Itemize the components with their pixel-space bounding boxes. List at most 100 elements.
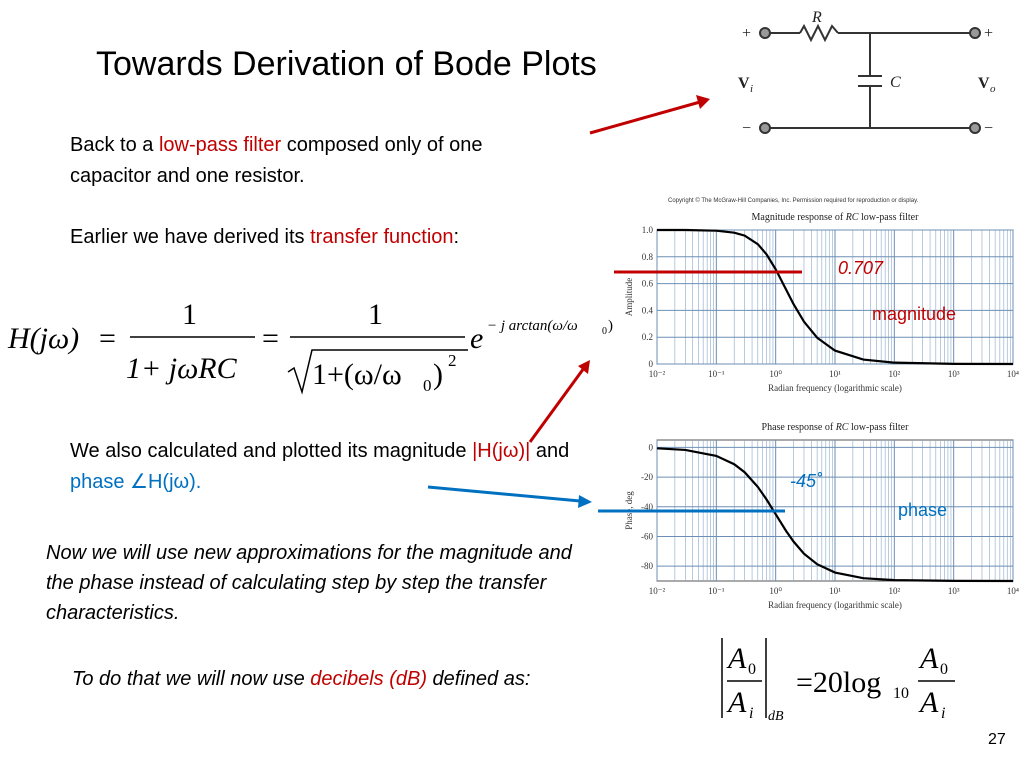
y-tick-label: 0.8	[642, 252, 654, 262]
x-tick-label: 10⁻²	[649, 586, 666, 596]
copyright: Copyright © The McGraw-Hill Companies, I…	[668, 197, 919, 204]
circuit-label: o	[990, 83, 996, 95]
plot-title: Magnitude response of RC low-pass filter	[752, 212, 920, 223]
transfer-equation: H(jω) = 1 1+ jωRC = 1 1+(ω/ω 0 ) 2 e − j…	[7, 298, 613, 395]
curve	[656, 447, 1014, 583]
terminal	[759, 122, 771, 134]
circuit-label: V	[978, 75, 990, 92]
equation-part: − j arctan(ω/ω	[487, 318, 578, 334]
highlight: phase ∠H(jω).	[70, 471, 202, 493]
equation-part: 0	[423, 376, 432, 395]
equation-part: A	[726, 686, 747, 719]
circuit-label: i	[750, 83, 753, 95]
equation-part: 0	[602, 326, 607, 337]
x-tick-label: 10²	[888, 369, 900, 379]
slide-title: Towards Derivation of Bode Plots	[96, 45, 597, 83]
text: Earlier we have derived its	[70, 226, 311, 248]
text: Back to a	[70, 134, 159, 156]
equation-part: =20log	[796, 666, 881, 699]
arrow-head	[578, 360, 590, 374]
annotation: 0.707	[838, 258, 884, 278]
sqrt-sign	[287, 349, 468, 395]
x-tick-label: 10⁰	[769, 369, 782, 379]
highlight: low-pass filter	[158, 134, 282, 156]
db-equation: A 0 A i dB =20log 10 A 0 A i	[721, 638, 955, 724]
circuit-label: V	[738, 75, 750, 92]
circuit-label: C	[890, 74, 901, 91]
equation-part: e	[470, 322, 483, 355]
annotation: -45˚	[790, 471, 823, 491]
highlight: transfer function	[310, 226, 454, 248]
circuit-label: −	[742, 120, 751, 137]
equation-part: 1	[182, 298, 197, 331]
arrow	[427, 485, 581, 503]
also-text: We also calculated and plotted its magni…	[70, 436, 585, 498]
page-number: 27	[988, 731, 1006, 748]
equation-part: H(jω)	[7, 322, 79, 355]
y-axis-label: Amplitude	[624, 278, 634, 317]
x-axis-label: Radian frequency (logarithmic scale)	[768, 600, 902, 610]
highlight: |H(jω)|	[472, 440, 531, 462]
arrow-head	[696, 95, 710, 109]
title-part: RC	[845, 212, 859, 223]
highlight: decibels (dB)	[310, 668, 427, 690]
equation-part: 1	[368, 298, 383, 331]
title-part: Phase response of	[762, 422, 836, 433]
intro-text: Back to a low-pass filter composed only …	[70, 130, 560, 192]
text: To do that we will now use	[72, 668, 311, 690]
y-tick-label: 0	[649, 359, 654, 369]
title-part: Magnitude response of	[752, 212, 846, 223]
arrow	[528, 367, 586, 443]
arrow	[589, 100, 701, 135]
x-tick-label: 10⁴	[1007, 369, 1019, 379]
circuit	[759, 23, 981, 134]
annotation: magnitude	[872, 304, 956, 324]
y-tick-label: 0.2	[642, 332, 653, 342]
y-tick-label: 0	[649, 442, 654, 452]
plot-title: Phase response of RC low-pass filter	[762, 422, 910, 433]
x-tick-label: 10⁴	[1007, 586, 1019, 596]
equation-part: A	[726, 642, 747, 675]
resistor	[799, 23, 839, 43]
equation-part: 1+ jωRC	[126, 352, 238, 385]
annotation: phase	[898, 500, 947, 520]
circuit-label: −	[984, 120, 993, 137]
equation-part: 10	[893, 685, 909, 702]
x-tick-label: 10⁰	[769, 586, 782, 596]
equation-part: 1+(ω/ω	[312, 358, 402, 391]
equation-part: )	[433, 358, 443, 391]
magnitude-plot: Magnitude response of RC low-pass filter…	[624, 212, 1019, 393]
circuit-label: +	[984, 25, 993, 42]
decibels-text: To do that we will now use decibels (dB)…	[72, 664, 530, 695]
equation-part: i	[941, 705, 945, 722]
y-tick-label: -20	[641, 472, 653, 482]
y-tick-label: -80	[641, 561, 653, 571]
y-tick-label: 0.4	[642, 305, 654, 315]
x-tick-label: 10³	[948, 369, 960, 379]
title-part: low-pass filter	[858, 212, 919, 223]
x-axis-label: Radian frequency (logarithmic scale)	[768, 383, 902, 393]
curve	[657, 228, 1014, 366]
text: We also calculated and plotted its magni…	[70, 440, 473, 462]
terminal	[759, 27, 771, 39]
equation-part: 2	[448, 351, 457, 370]
circuit-label: R	[811, 9, 822, 26]
arrow-head	[578, 495, 592, 508]
text: :	[453, 226, 460, 248]
y-tick-label: -60	[641, 531, 653, 541]
x-tick-label: 10³	[948, 586, 960, 596]
equation-part: =	[262, 322, 279, 355]
text: composed only of one capacitor and one r…	[70, 134, 483, 187]
equation-part: A	[918, 642, 939, 675]
text: and	[530, 440, 570, 462]
x-tick-label: 10⁻¹	[708, 586, 725, 596]
equation-part: i	[749, 705, 753, 722]
x-tick-label: 10²	[888, 586, 900, 596]
y-tick-label: -40	[641, 502, 653, 512]
phase-plot: Phase response of RC low-pass filter 10⁻²…	[624, 422, 1019, 610]
annotations: 0.707 magnitude -45˚ phase	[427, 95, 956, 520]
y-tick-label: 1.0	[642, 225, 654, 235]
equation-part: A	[918, 686, 939, 719]
